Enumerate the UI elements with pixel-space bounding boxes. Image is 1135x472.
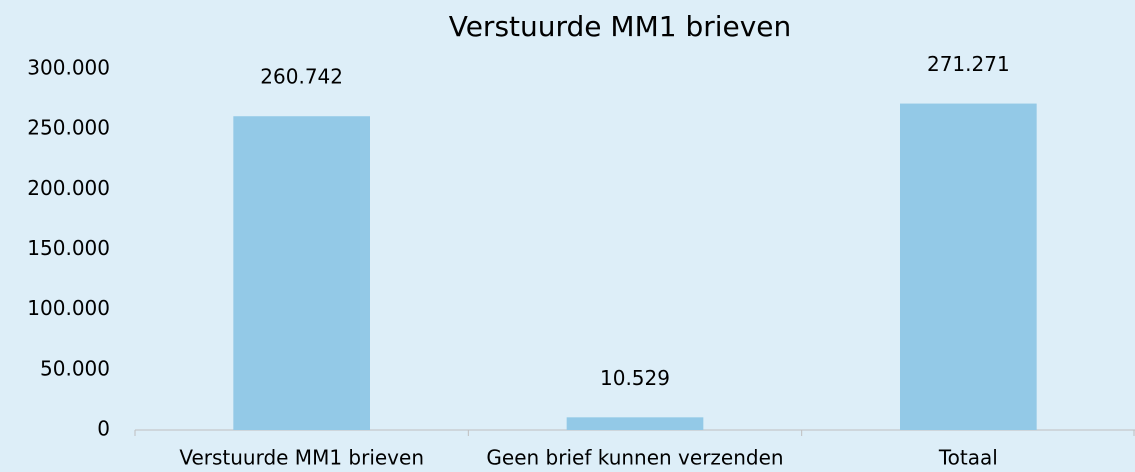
data-label: 260.742 [260,65,343,89]
x-tick-label: Totaal [938,446,998,470]
y-tick-label: 150.000 [27,236,110,260]
y-tick-label: 300.000 [27,56,110,80]
y-tick-label: 50.000 [40,356,110,380]
y-tick-label: 100.000 [27,296,110,320]
chart-title: Verstuurde MM1 brieven [449,10,792,43]
y-tick-label: 200.000 [27,176,110,200]
y-tick-label: 250.000 [27,116,110,140]
x-tick-label: Geen brief kunnen verzenden [486,446,783,470]
bar [900,103,1037,431]
x-tick-label: Verstuurde MM1 brieven [179,446,424,470]
y-tick-label: 0 [97,417,110,441]
data-label: 10.529 [600,366,670,390]
data-label: 271.271 [927,52,1010,76]
bar [233,116,370,430]
bar [566,417,704,430]
